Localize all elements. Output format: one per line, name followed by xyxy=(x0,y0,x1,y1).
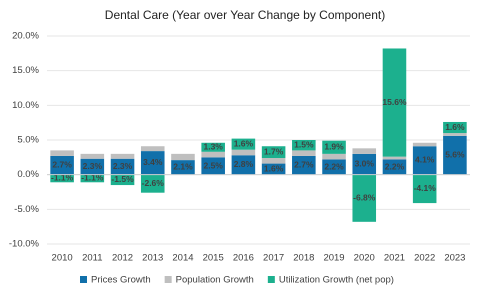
value-label: -6.8% xyxy=(353,192,376,202)
x-tick-label: 2015 xyxy=(203,253,224,264)
value-label: 3.0% xyxy=(355,159,375,169)
bar-segment xyxy=(201,157,225,175)
bar-segment xyxy=(292,140,316,151)
bar-segment xyxy=(443,135,467,175)
legend-label: Population Growth xyxy=(176,275,254,286)
bar-segment xyxy=(443,121,467,134)
bar-segment xyxy=(231,149,256,156)
y-tick-label: -5.0% xyxy=(14,204,39,215)
value-label: 1.5% xyxy=(294,139,314,149)
bar-segment xyxy=(412,146,437,175)
bar-segment xyxy=(322,153,346,160)
bar-segment xyxy=(231,155,256,175)
bar-segment xyxy=(412,142,437,147)
legend-label: Prices Growth xyxy=(91,275,151,286)
value-label: -1.5% xyxy=(111,174,134,184)
x-tick-label: 2010 xyxy=(52,253,73,264)
bar-segment xyxy=(352,174,377,222)
bar-segment xyxy=(110,158,135,175)
bar-segment xyxy=(412,174,437,204)
y-tick-label: 5.0% xyxy=(17,135,39,146)
bar-segment xyxy=(171,160,195,175)
value-label: -4.1% xyxy=(414,183,437,193)
x-tick-label: 2023 xyxy=(444,253,465,264)
y-tick-label: 20.0% xyxy=(12,31,39,42)
x-tick-label: 2011 xyxy=(82,253,102,264)
bar-segment xyxy=(80,174,105,183)
x-tick-label: 2020 xyxy=(354,253,375,264)
bar-segment xyxy=(140,174,165,193)
value-label: 1.6% xyxy=(264,163,284,173)
bar-segment xyxy=(80,153,105,159)
value-label: 4.1% xyxy=(415,155,435,165)
bar-segment xyxy=(292,150,316,156)
chart-title: Dental Care (Year over Year Change by Co… xyxy=(105,8,385,22)
bar-segment xyxy=(382,159,407,175)
bar-segment xyxy=(322,159,346,175)
x-tick-label: 2017 xyxy=(263,253,284,264)
bar-segment xyxy=(382,48,407,157)
bar-segment xyxy=(50,155,74,175)
legend-swatch xyxy=(164,276,172,283)
bar-segment xyxy=(231,138,256,150)
value-label: 5.6% xyxy=(445,150,465,160)
bar-segment xyxy=(110,153,135,159)
bar-segment xyxy=(201,142,225,152)
value-label: 2.8% xyxy=(234,159,254,169)
bar-segment xyxy=(201,151,225,158)
y-tick-label: 0.0% xyxy=(17,169,39,180)
x-tick-label: 2012 xyxy=(112,253,133,264)
bar-segment xyxy=(171,153,195,161)
value-label: 1.7% xyxy=(264,146,284,156)
bar-segment xyxy=(322,140,346,154)
value-label: 3.4% xyxy=(143,157,163,167)
x-tick-label: 2013 xyxy=(142,253,163,264)
value-label: 2.3% xyxy=(83,161,103,171)
value-label: 1.3% xyxy=(203,142,223,152)
bar-segment xyxy=(382,156,407,160)
x-tick-label: 2019 xyxy=(323,253,344,264)
value-label: 2.7% xyxy=(52,160,72,170)
value-label: 1.9% xyxy=(324,142,344,152)
value-label: 2.5% xyxy=(203,160,223,170)
bar-segment xyxy=(292,155,316,175)
bar-segment xyxy=(50,150,74,156)
legend-swatch xyxy=(267,276,275,283)
value-label: 2.2% xyxy=(324,161,344,171)
bar-segment xyxy=(80,158,105,175)
value-label: 2.1% xyxy=(173,162,193,172)
value-label: 1.6% xyxy=(234,138,254,148)
legend-swatch xyxy=(80,276,87,283)
value-label: 2.7% xyxy=(294,160,314,170)
bar-segment xyxy=(443,133,467,136)
bar-segment xyxy=(352,148,377,154)
y-tick-label: -10.0% xyxy=(9,239,40,250)
x-tick-label: 2016 xyxy=(233,253,254,264)
bar-segment xyxy=(261,146,286,159)
value-label: -1.1% xyxy=(81,173,104,183)
y-tick-label: 10.0% xyxy=(12,100,39,111)
value-label: -2.6% xyxy=(142,178,165,188)
value-label: -1.1% xyxy=(51,173,74,183)
x-tick-label: 2021 xyxy=(384,253,405,264)
bar-segment xyxy=(110,174,135,186)
x-tick-label: 2018 xyxy=(293,253,314,264)
bar-segment xyxy=(261,163,286,175)
value-label: 2.2% xyxy=(385,161,405,171)
x-tick-label: 2014 xyxy=(172,253,193,264)
bar-segment xyxy=(261,158,286,164)
bar-segment xyxy=(352,153,377,175)
value-label: 1.6% xyxy=(445,122,465,132)
bar-segment xyxy=(50,174,74,183)
bar-segment xyxy=(140,146,165,152)
legend-label: Utilization Growth (net pop) xyxy=(279,275,394,286)
bar-segment xyxy=(140,151,165,175)
x-tick-label: 2022 xyxy=(414,253,435,264)
y-tick-label: 15.0% xyxy=(12,65,39,76)
value-label: 2.3% xyxy=(113,161,133,171)
value-label: 15.6% xyxy=(382,97,407,107)
